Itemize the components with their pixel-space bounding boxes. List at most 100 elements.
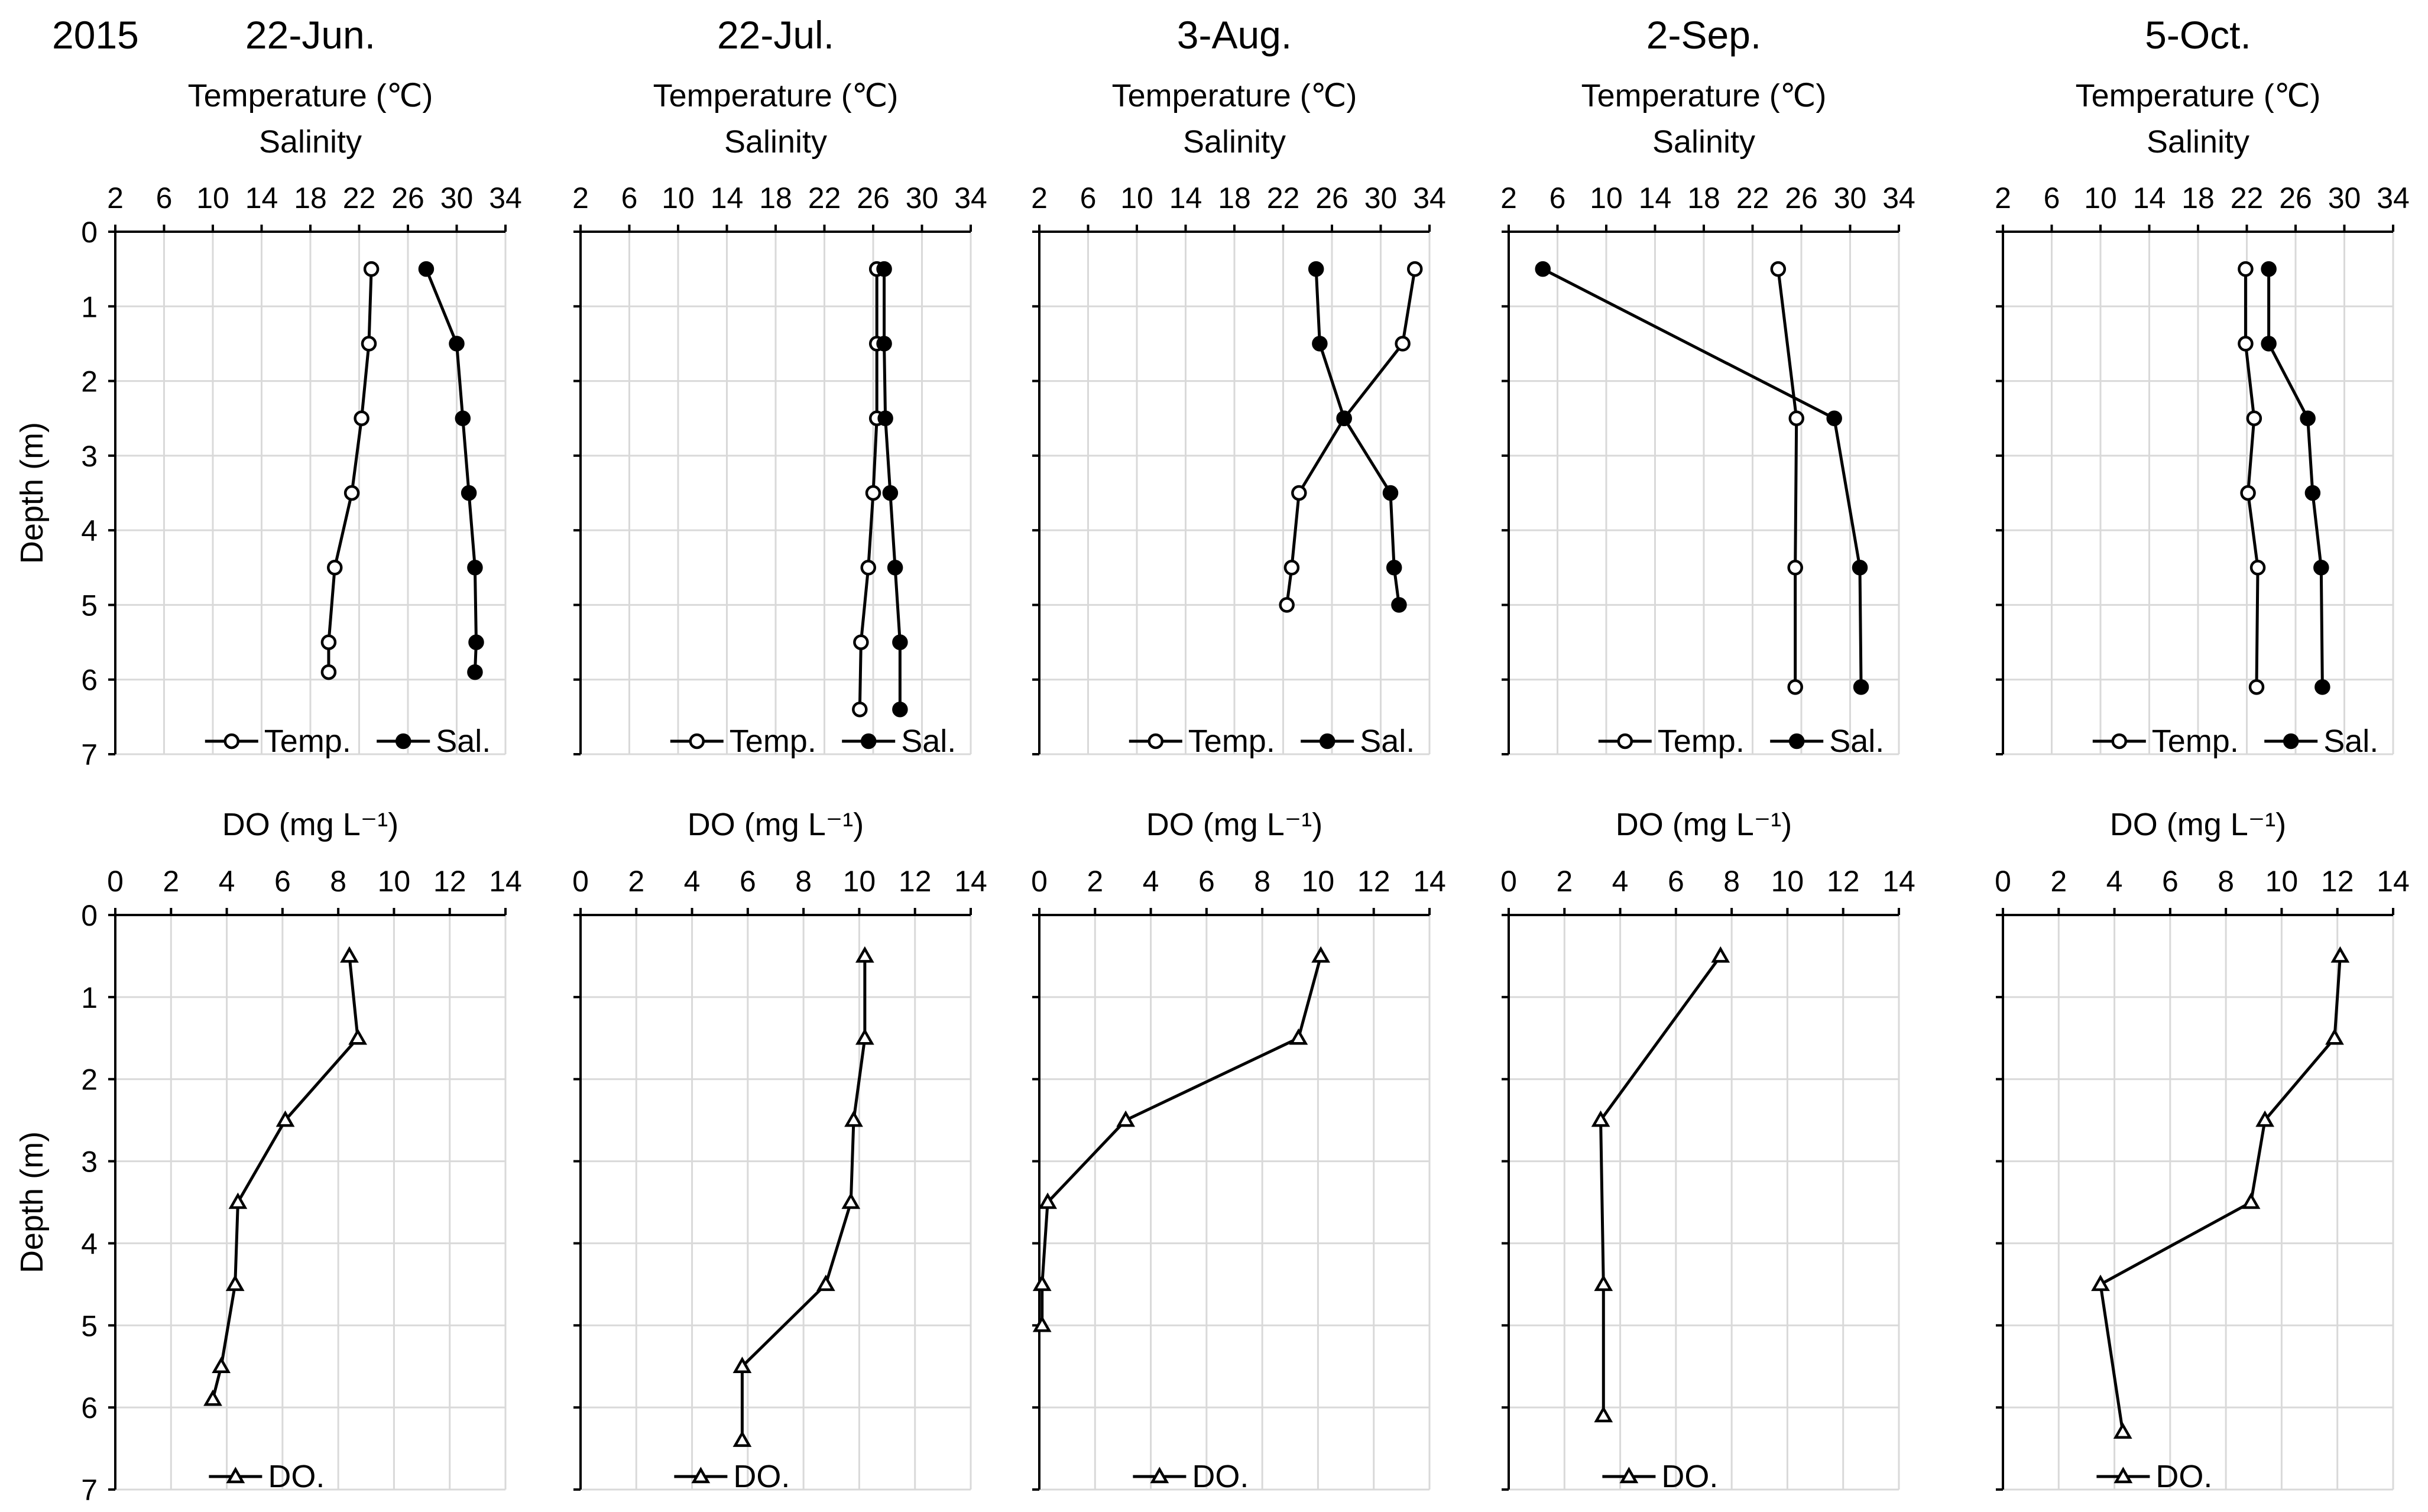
x-tick-label: 22 [343, 181, 376, 215]
data-point-do [732, 1357, 752, 1373]
panel-temperature-salinity-4: 2 6 10 14 18 22 26 30 342-Sep.Temperature (℃)Sal… [1500, 13, 1915, 759]
series-line-temp [1777, 268, 1798, 687]
x-tick-label: 22 [1736, 181, 1769, 215]
data-point-do [2330, 946, 2350, 963]
x-tick-label: 2 [1556, 865, 1573, 898]
y-tick-label: 7 [81, 1474, 98, 1507]
panel-date-title: 22-Jun. [245, 13, 375, 57]
x-tick-label: 10 [2084, 181, 2117, 215]
x-tick-label: 18 [1687, 181, 1720, 215]
legend-marker-sal [1319, 733, 1335, 749]
data-point-temp [1283, 560, 1300, 576]
data-point-sal [887, 560, 903, 576]
data-point-temp [363, 261, 380, 277]
series-line-do [2099, 956, 2342, 1433]
data-point-sal [449, 336, 465, 352]
x-tick-label: 6 [2162, 865, 2179, 898]
panel-temperature-salinity-5: 2 6 10 14 18 22 26 30 345-Oct.Temperature (℃)Sal… [1995, 13, 2410, 759]
x-tick-label: 30 [1364, 181, 1398, 215]
data-point-temp [320, 634, 337, 650]
x-tick-label: 22 [1267, 181, 1300, 215]
legend-marker-temp [1617, 733, 1633, 749]
x-tick-label: 6 [1668, 865, 1684, 898]
legend-label-sal: Sal. [436, 723, 491, 759]
data-point-temp [343, 485, 360, 501]
data-point-do [1289, 1028, 1308, 1045]
data-point-do [203, 1389, 222, 1406]
x-tick-label: 10 [378, 865, 411, 898]
series-line-sal [1542, 267, 1863, 687]
legend-marker-sal [1788, 733, 1805, 749]
x-axis-title-temperature: Temperature (℃) [653, 78, 899, 113]
legend-label-do: DO. [1192, 1459, 1249, 1494]
data-point-sal [2261, 261, 2277, 277]
data-point-sal [2300, 410, 2316, 426]
x-tick-label: 10 [1590, 181, 1623, 215]
data-point-temp [1787, 679, 1803, 695]
data-point-do [2113, 1422, 2132, 1439]
data-point-temp [2249, 560, 2266, 576]
x-tick-label: 6 [156, 181, 173, 215]
data-point-temp [320, 664, 337, 680]
x-tick-label: 4 [2106, 865, 2123, 898]
x-tick-label: 10 [843, 865, 876, 898]
x-tick-label: 0 [1995, 865, 2011, 898]
x-tick-label: 18 [2181, 181, 2215, 215]
x-tick-label: 10 [1771, 865, 1804, 898]
y-tick-label: 0 [81, 216, 98, 249]
x-tick-label: 6 [1080, 181, 1097, 215]
legend-marker-sal [395, 733, 411, 749]
x-tick-label: 26 [1315, 181, 1348, 215]
legend-marker-do [1150, 1466, 1169, 1484]
data-point-sal [1852, 560, 1868, 576]
data-point-sal [418, 261, 435, 277]
x-tick-label: 0 [1500, 865, 1517, 898]
x-tick-label: 4 [684, 865, 701, 898]
data-point-sal [877, 410, 893, 426]
y-tick-label: 2 [81, 1063, 98, 1096]
legend-label-do: DO. [2155, 1459, 2212, 1494]
panel-dissolved-oxygen-4: 0 2 4 6 8 10 12 14 DO (mg L⁻¹) DO. [1500, 807, 1915, 1494]
x-axis-title-temperature: Temperature (℃) [2076, 78, 2321, 113]
x-tick-label: 0 [1031, 865, 1048, 898]
data-point-do [1038, 1192, 1058, 1209]
x-tick-label: 6 [1198, 865, 1215, 898]
x-tick-label: 30 [2328, 181, 2361, 215]
legend-label-temp: Temp. [730, 723, 816, 759]
data-point-temp [2238, 336, 2254, 352]
legend-label-temp: Temp. [264, 723, 351, 759]
legend-marker-do [1619, 1466, 1639, 1484]
x-axis-title-do: DO (mg L⁻¹) [2110, 807, 2287, 842]
x-tick-label: 34 [2377, 181, 2410, 215]
x-tick-label: 34 [1882, 181, 1915, 215]
data-point-sal [892, 701, 908, 718]
y-axis-title: Depth (m) [14, 1131, 50, 1273]
x-tick-label: 34 [489, 181, 522, 215]
x-tick-label: 0 [572, 865, 589, 898]
data-point-temp [2240, 485, 2256, 501]
legend-marker-temp [2111, 733, 2128, 749]
y-tick-label: 3 [81, 1146, 98, 1179]
data-point-do [2255, 1110, 2275, 1127]
panel-date-title: 2-Sep. [1646, 13, 1761, 57]
y-axis-title: Depth (m) [14, 422, 50, 564]
data-point-do [1032, 1274, 1052, 1292]
x-tick-label: 2 [107, 181, 124, 215]
legend-label-temp: Temp. [2152, 723, 2239, 759]
series-line-sal [1314, 269, 1401, 605]
data-point-temp [852, 701, 868, 718]
data-point-temp [860, 560, 876, 576]
x-tick-label: 6 [274, 865, 291, 898]
x-tick-label: 6 [2044, 181, 2060, 215]
legend-marker-do [2113, 1466, 2133, 1484]
data-point-sal [1391, 597, 1407, 613]
data-point-sal [1382, 485, 1399, 501]
x-axis-title-salinity: Salinity [724, 124, 827, 160]
x-tick-label: 14 [1169, 181, 1202, 215]
x-tick-label: 6 [740, 865, 756, 898]
x-tick-label: 8 [795, 865, 812, 898]
y-tick-label: 5 [81, 1309, 98, 1342]
x-tick-label: 22 [808, 181, 841, 215]
data-point-temp [1279, 597, 1295, 613]
series-line-do [211, 956, 359, 1400]
